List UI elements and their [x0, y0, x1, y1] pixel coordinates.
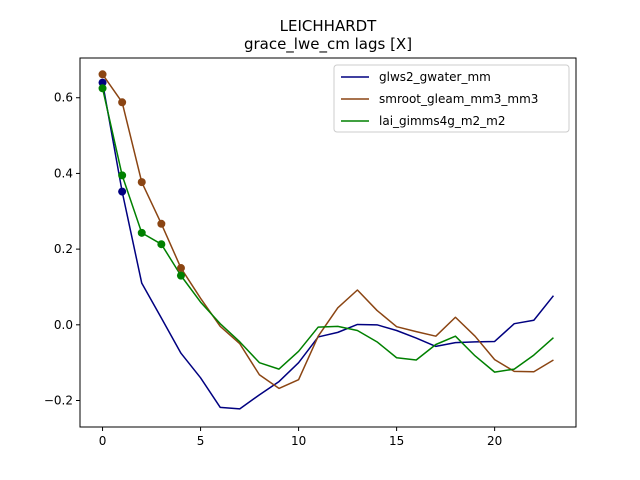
series-line-lai_gimms4g_m2_m2: [101, 88, 554, 373]
y-tick-label: 0.6: [54, 91, 73, 105]
data-point-smroot_gleam_mm3_mm3: [137, 178, 146, 187]
plot-lines: [101, 73, 555, 410]
legend: glws2_gwater_mm smroot_gleam_mm3_mm3 lai_g…: [333, 64, 570, 133]
legend-label: smroot_gleam_mm3_mm3: [379, 92, 538, 106]
y-axis: −0.2 0.0 0.2 0.4 0.6: [44, 91, 80, 408]
y-tick-label: 0.4: [54, 166, 73, 180]
data-point-lai_gimms4g_m2_m2: [137, 228, 146, 237]
x-tick-label: 20: [487, 434, 502, 448]
chart-subtitle: grace_lwe_cm lags [X]: [244, 35, 412, 54]
data-point-glws2_gwater_mm: [98, 78, 107, 87]
x-tick-label: 15: [389, 434, 404, 448]
x-tick-label: 0: [99, 434, 107, 448]
data-point-lai_gimms4g_m2_m2: [98, 84, 107, 93]
data-point-glws2_gwater_mm: [118, 187, 127, 196]
y-tick-label: −0.2: [44, 394, 73, 408]
series-line-smroot_gleam_mm3_mm3: [101, 73, 554, 390]
y-tick-label: 0.0: [54, 318, 73, 332]
y-tick-label: 0.2: [54, 242, 73, 256]
data-point-smroot_gleam_mm3_mm3: [176, 264, 185, 273]
chart-title: LEICHHARDT: [280, 17, 378, 35]
legend-entries: glws2_gwater_mm smroot_gleam_mm3_mm3 lai_g…: [341, 70, 538, 128]
data-point-smroot_gleam_mm3_mm3: [98, 70, 107, 79]
legend-label: lai_gimms4g_m2_m2: [379, 114, 506, 128]
plot-markers: [98, 70, 185, 280]
data-point-lai_gimms4g_m2_m2: [176, 271, 185, 280]
data-point-smroot_gleam_mm3_mm3: [118, 98, 127, 107]
legend-frame: [333, 64, 570, 133]
plot-frame: [79, 57, 577, 428]
data-point-lai_gimms4g_m2_m2: [157, 240, 166, 249]
data-point-lai_gimms4g_m2_m2: [118, 171, 127, 180]
series-line-glws2_gwater_mm: [101, 82, 555, 410]
x-tick-label: 5: [197, 434, 205, 448]
data-point-smroot_gleam_mm3_mm3: [157, 219, 166, 228]
x-tick-label: 10: [291, 434, 306, 448]
x-axis: 0 5 10 15 20: [99, 427, 502, 448]
legend-label: glws2_gwater_mm: [379, 70, 491, 84]
